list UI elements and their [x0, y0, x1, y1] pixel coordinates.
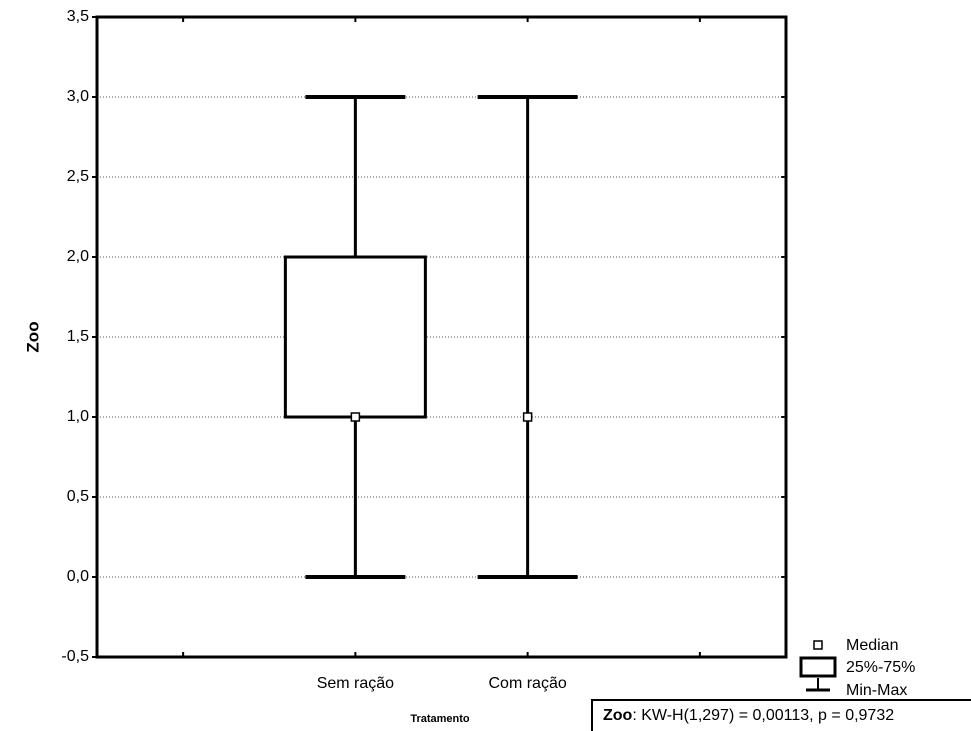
median-marker	[350, 412, 361, 422]
y-tick-label: 0,0	[67, 568, 89, 585]
legend-label: Min-Max	[846, 682, 907, 699]
annotation-variable: Zoo	[603, 707, 633, 724]
y-tick-label: 3,5	[67, 8, 89, 25]
legend-label: Median	[846, 637, 898, 654]
annotation-box	[591, 699, 971, 731]
y-tick-label: 2,5	[67, 168, 89, 185]
x-axis-label: Tratamento	[410, 713, 470, 725]
y-tick-label: -0,5	[61, 648, 89, 665]
y-axis-label: Zoo	[23, 321, 42, 352]
median-marker	[522, 412, 533, 422]
legend-median-icon	[813, 640, 823, 650]
box	[283, 255, 427, 419]
y-tick-label: 3,0	[67, 88, 89, 105]
y-tick-label: 2,0	[67, 248, 89, 265]
plot-frame	[95, 15, 788, 659]
annotation-text: : KW-H(1,297) = 0,00113, p = 0,9732	[632, 707, 894, 724]
y-tick-label: 1,5	[67, 328, 89, 345]
x-tick-label: Com ração	[489, 675, 567, 692]
y-tick-label: 1,0	[67, 408, 89, 425]
annotation: Zoo: KW-H(1,297) = 0,00113, p = 0,9732	[603, 707, 894, 724]
x-tick-label: Sem ração	[317, 675, 394, 692]
y-tick-label: 0,5	[67, 488, 89, 505]
legend-box-icon	[799, 656, 837, 678]
legend-label: 25%-75%	[846, 659, 915, 676]
